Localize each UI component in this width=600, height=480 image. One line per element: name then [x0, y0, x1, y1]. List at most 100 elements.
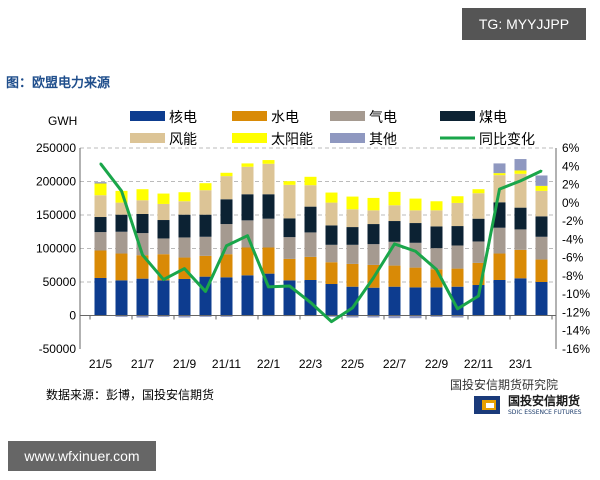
bar-segment: [178, 214, 191, 238]
bar-segment: [367, 197, 380, 211]
bar-segment: [136, 315, 149, 318]
bar-segment: [241, 166, 254, 195]
legend-swatch: [130, 133, 165, 143]
bar-segment: [262, 160, 275, 164]
bar-segment: [472, 189, 485, 194]
bar-segment: [325, 225, 338, 245]
bar-segment: [262, 273, 275, 316]
legend-label: 气电: [369, 109, 397, 125]
yoy-point: [435, 268, 438, 271]
x-tick-label: 22/3: [299, 357, 323, 371]
bar-segment: [94, 183, 107, 196]
bar-segment: [367, 224, 380, 245]
bar-segment: [220, 315, 233, 317]
bar-segment: [304, 256, 317, 280]
bar-segment: [178, 315, 191, 318]
bar-segment: [535, 236, 548, 260]
bar-segment: [136, 213, 149, 234]
bar-segment: [199, 236, 212, 256]
bar-segment: [346, 244, 359, 264]
bar-segment: [199, 183, 212, 191]
bar-segment: [178, 201, 191, 215]
yoy-point: [141, 253, 144, 256]
y-tick-label: 250000: [36, 141, 76, 155]
bar-segment: [514, 159, 527, 171]
bar-segment: [451, 202, 464, 227]
legend-label: 太阳能: [271, 131, 313, 147]
bar-segment: [283, 237, 296, 259]
legend-swatch: [232, 111, 267, 121]
bar-segment: [493, 253, 506, 280]
bar-segment: [262, 218, 275, 248]
yoy-point: [162, 278, 165, 281]
x-tick-label: 23/1: [509, 357, 533, 371]
bar-segment: [199, 190, 212, 215]
bar-segment: [94, 277, 107, 316]
y2-tick-label: -16%: [562, 342, 590, 356]
watermark-top: TG: MYYJJPP: [462, 8, 586, 40]
logo-text-company: 国投安信期货: [508, 394, 581, 408]
bar-segment: [409, 198, 422, 211]
bar-segment: [409, 223, 422, 243]
bar-segment: [388, 205, 401, 222]
legend-label: 其他: [369, 131, 397, 147]
bar-segment: [367, 315, 380, 318]
y2-tick-label: -2%: [562, 214, 584, 228]
yoy-point: [288, 284, 291, 287]
bar-segment: [262, 247, 275, 274]
bar-segment: [283, 218, 296, 238]
legend-label: 核电: [169, 109, 197, 125]
y2-tick-label: -6%: [562, 251, 584, 265]
bar-segment: [283, 181, 296, 185]
bar-segment: [493, 163, 506, 174]
yoy-point: [477, 295, 480, 298]
y-tick-label: 0: [69, 309, 76, 323]
bar-segment: [136, 255, 149, 279]
yoy-point: [498, 188, 501, 191]
bar-segment: [325, 192, 338, 203]
bar-segment: [325, 284, 338, 316]
bar-segment: [157, 203, 170, 221]
y2-tick-label: -8%: [562, 269, 584, 283]
yoy-line: [99, 162, 543, 324]
yoy-point: [330, 320, 333, 323]
bar-segment: [430, 226, 443, 249]
bar-segment: [367, 244, 380, 265]
y2-tick-label: 6%: [562, 141, 580, 155]
bar-segment: [136, 189, 149, 201]
bar-segment: [346, 209, 359, 228]
bar-segment: [514, 170, 527, 174]
bar-segment: [157, 280, 170, 316]
bar-segment: [199, 214, 212, 237]
bar-segment: [136, 200, 149, 214]
yoy-point: [246, 234, 249, 237]
bar-segment: [346, 227, 359, 245]
y2-tick-label: -10%: [562, 287, 590, 301]
bar-segment: [514, 249, 527, 279]
bar-segment: [157, 220, 170, 239]
yoy-point: [351, 306, 354, 309]
bar-segment: [430, 210, 443, 227]
bar-segment: [472, 193, 485, 219]
bar-segment: [94, 182, 107, 184]
bar-segment: [220, 277, 233, 316]
bar-segment: [199, 315, 212, 317]
y2-tick-label: -12%: [562, 305, 590, 319]
x-tick-label: 22/7: [383, 357, 407, 371]
bar-segment: [367, 210, 380, 225]
bar-segment: [535, 175, 548, 186]
yoy-point: [225, 244, 228, 247]
bar-segment: [535, 282, 548, 316]
legend-label: 水电: [271, 109, 299, 125]
bar-segment: [472, 285, 485, 316]
bar-segment: [409, 210, 422, 224]
bar-segment: [472, 241, 485, 263]
bar-segment: [220, 176, 233, 200]
yoy-point: [414, 250, 417, 253]
x-tick-label: 22/9: [425, 357, 449, 371]
bar-segment: [493, 279, 506, 316]
bar-segment: [115, 202, 128, 215]
bar-segment: [262, 163, 275, 195]
source-note: 数据来源：彭博，国投安信期货: [46, 388, 215, 402]
bar-segment: [220, 172, 233, 177]
